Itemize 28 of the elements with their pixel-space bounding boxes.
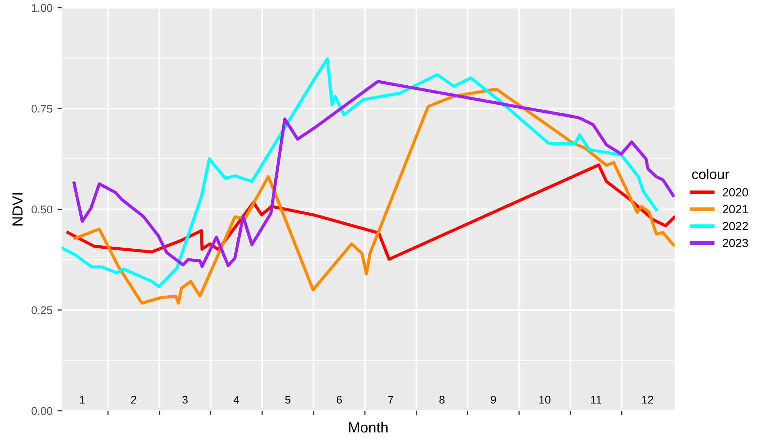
line-series bbox=[72, 80, 675, 268]
legend-label: 2021 bbox=[723, 205, 748, 214]
line-series bbox=[66, 164, 675, 261]
y-tick-label: 0.25 bbox=[32, 306, 53, 314]
x-tick-label: 6 bbox=[336, 396, 342, 404]
x-tick-label: 5 bbox=[285, 396, 291, 404]
x-tick-label: 4 bbox=[234, 396, 240, 404]
y-axis-title: NDVI bbox=[12, 193, 23, 226]
legend-label: 2022 bbox=[723, 222, 748, 231]
legend-title: colour bbox=[692, 169, 730, 180]
x-tick-label: 7 bbox=[388, 396, 394, 404]
legend-label: 2023 bbox=[723, 239, 748, 248]
legend-label: 2020 bbox=[723, 188, 748, 197]
x-tick-label: 9 bbox=[491, 396, 496, 404]
x-tick-label: 8 bbox=[440, 396, 445, 404]
x-tick-label: 3 bbox=[182, 396, 188, 404]
y-tick-label: 0.00 bbox=[32, 407, 53, 416]
line-series bbox=[74, 88, 675, 305]
x-tick-label: 12 bbox=[642, 396, 654, 404]
y-tick-label: 1.00 bbox=[32, 4, 53, 12]
x-tick-label: 10 bbox=[540, 396, 551, 404]
x-tick-label: 2 bbox=[131, 396, 136, 404]
x-tick-label: 11 bbox=[591, 396, 602, 404]
line-series bbox=[62, 58, 658, 288]
y-tick-label: 0.75 bbox=[32, 105, 53, 113]
y-tick-label: 0.50 bbox=[32, 206, 53, 214]
x-axis-title: Month bbox=[349, 422, 388, 433]
x-tick-label: 1 bbox=[80, 396, 86, 404]
